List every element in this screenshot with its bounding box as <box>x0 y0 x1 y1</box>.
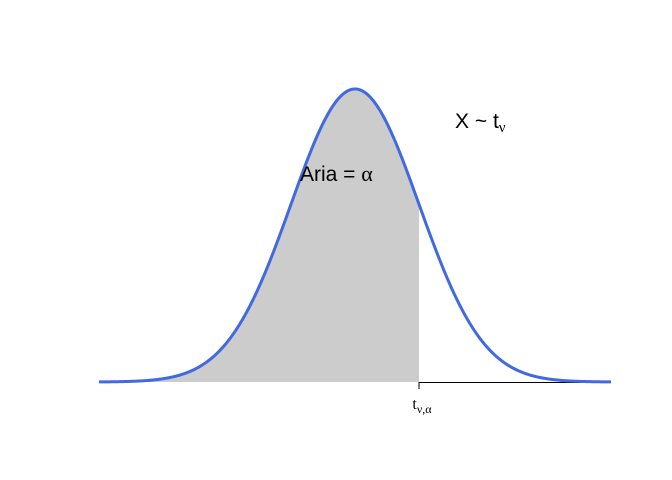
distribution-label: X ~ tν <box>455 110 506 136</box>
alpha-symbol: α <box>361 161 373 186</box>
area-label: Aria = α <box>300 161 373 186</box>
nu-subscript: ν <box>499 120 506 136</box>
x-tick-label-critical: tν,α <box>412 396 432 416</box>
shaded-area-alpha <box>99 88 419 382</box>
density-curve <box>98 87 612 384</box>
